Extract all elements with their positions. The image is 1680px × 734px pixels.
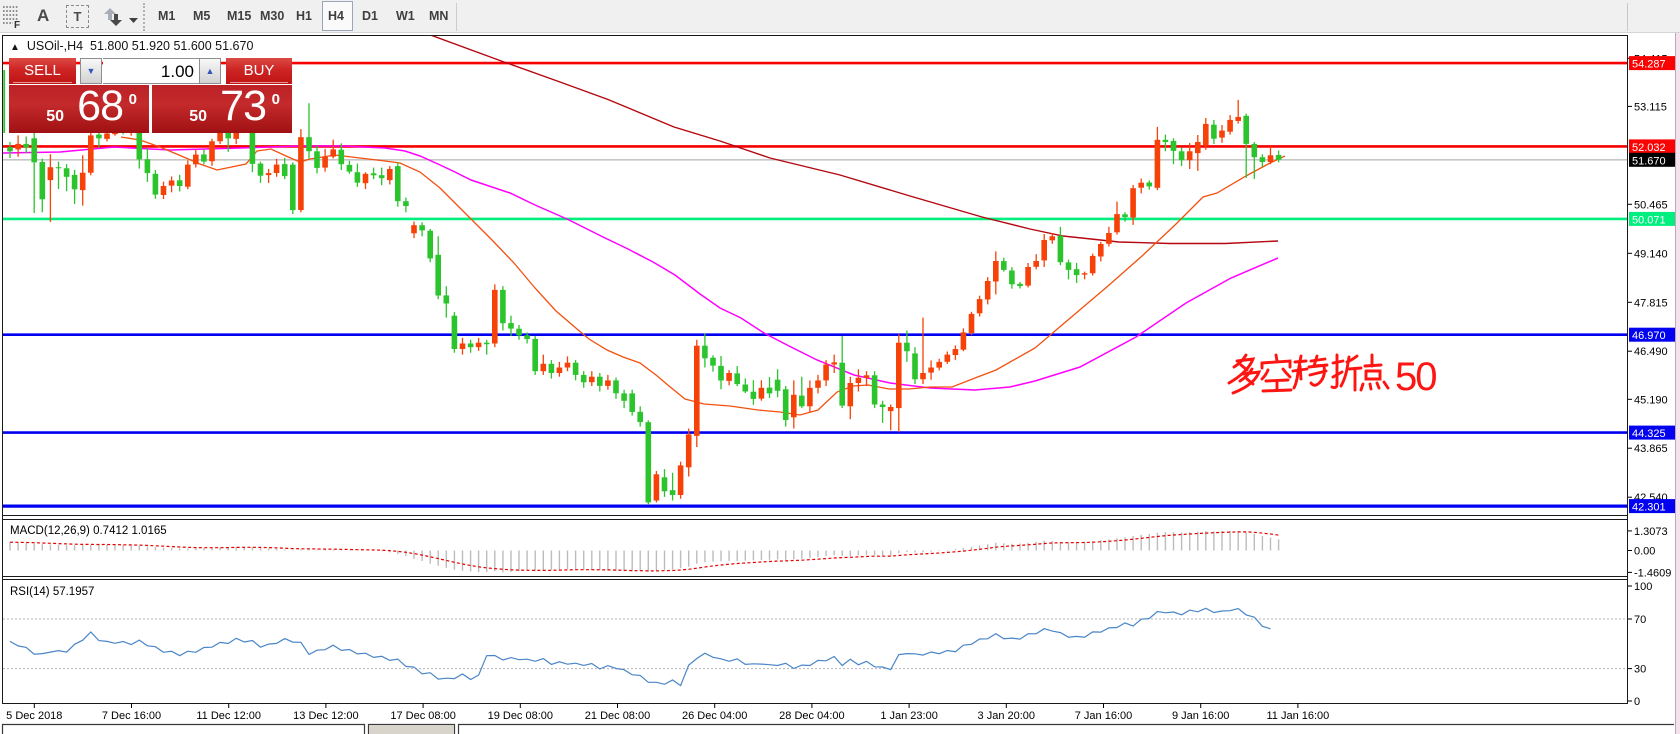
svg-text:47.815: 47.815 <box>1634 297 1668 309</box>
svg-text:21 Dec 08:00: 21 Dec 08:00 <box>585 710 650 722</box>
svg-text:13 Dec 12:00: 13 Dec 12:00 <box>293 710 358 722</box>
svg-text:50.071: 50.071 <box>1632 214 1666 226</box>
svg-text:46.490: 46.490 <box>1634 346 1668 358</box>
svg-text:49.140: 49.140 <box>1634 248 1668 260</box>
svg-text:9 Jan 16:00: 9 Jan 16:00 <box>1172 710 1230 722</box>
svg-text:7 Jan 16:00: 7 Jan 16:00 <box>1075 710 1133 722</box>
svg-text:19 Dec 08:00: 19 Dec 08:00 <box>488 710 553 722</box>
svg-text:50.465: 50.465 <box>1634 199 1668 211</box>
svg-text:3 Jan 20:00: 3 Jan 20:00 <box>978 710 1036 722</box>
svg-text:28 Dec 04:00: 28 Dec 04:00 <box>779 710 844 722</box>
svg-text:MACD(12,26,9) 0.7412 1.0165: MACD(12,26,9) 0.7412 1.0165 <box>10 525 167 537</box>
svg-text:17 Dec 08:00: 17 Dec 08:00 <box>390 710 455 722</box>
svg-text:F: F <box>14 20 20 29</box>
svg-text:44.325: 44.325 <box>1632 428 1666 440</box>
svg-text:43.865: 43.865 <box>1634 443 1668 455</box>
svg-text:5 Dec 2018: 5 Dec 2018 <box>6 710 62 722</box>
svg-text:53.115: 53.115 <box>1634 101 1667 113</box>
svg-text:26 Dec 04:00: 26 Dec 04:00 <box>682 710 747 722</box>
svg-text:50: 50 <box>1395 355 1436 399</box>
svg-text:52.032: 52.032 <box>1632 142 1666 154</box>
svg-text:42.301: 42.301 <box>1632 502 1666 514</box>
svg-text:RSI(14) 57.1957: RSI(14) 57.1957 <box>10 586 94 598</box>
svg-text:45.190: 45.190 <box>1634 394 1668 406</box>
svg-text:1 Jan 23:00: 1 Jan 23:00 <box>880 710 938 722</box>
svg-text:7 Dec 16:00: 7 Dec 16:00 <box>102 710 161 722</box>
svg-text:70: 70 <box>1634 614 1646 626</box>
svg-text:11 Dec 12:00: 11 Dec 12:00 <box>196 710 261 722</box>
svg-text:46.970: 46.970 <box>1632 330 1666 342</box>
svg-text:51.670: 51.670 <box>1632 155 1666 167</box>
svg-text:30: 30 <box>1634 664 1646 676</box>
svg-text:-1.4609: -1.4609 <box>1634 567 1671 579</box>
svg-text:0.00: 0.00 <box>1634 546 1655 558</box>
svg-text:1.3073: 1.3073 <box>1634 526 1668 538</box>
svg-text:54.287: 54.287 <box>1632 59 1666 71</box>
svg-text:11 Jan 16:00: 11 Jan 16:00 <box>1267 710 1330 722</box>
svg-text:0: 0 <box>1634 696 1640 708</box>
svg-text:100: 100 <box>1634 581 1652 593</box>
